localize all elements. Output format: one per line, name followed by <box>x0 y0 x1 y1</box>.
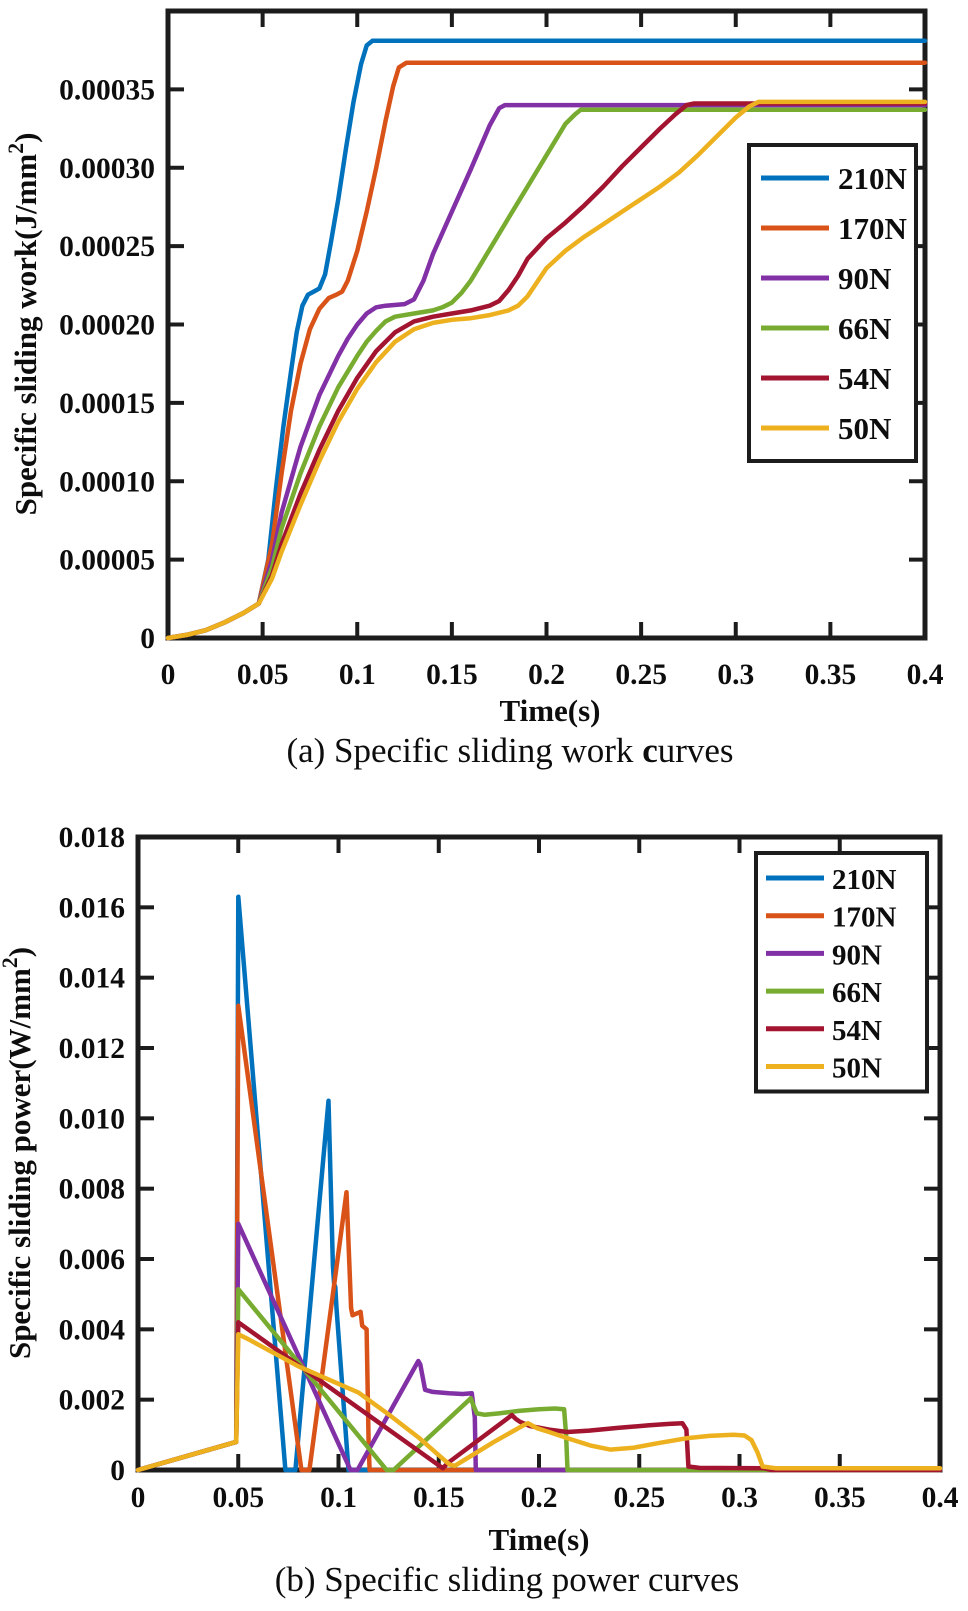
x-tick-label: 0.35 <box>814 1482 866 1514</box>
y-tick-label: 0.006 <box>59 1244 125 1276</box>
y-tick-label: 0.016 <box>59 892 125 924</box>
x-tick-label: 0.3 <box>721 1482 758 1514</box>
legend: 210N 170N 90N 66N 54N 50N <box>754 851 929 1094</box>
x-tick-label: 0.3 <box>717 659 754 691</box>
curve-210N <box>135 894 943 1473</box>
x-tick-label: 0.05 <box>212 1482 264 1514</box>
legend-box <box>754 851 929 1094</box>
legend-label-66N: 66N <box>838 311 891 346</box>
legend-label-210N: 210N <box>838 161 907 196</box>
y-tick-label: 0.008 <box>59 1174 125 1206</box>
x-tick-label: 0.1 <box>320 1482 357 1514</box>
y-tick-label: 0.00020 <box>59 310 155 342</box>
y-axis-title: Specific sliding work(J/mm2) <box>4 133 43 516</box>
legend-label-54N: 54N <box>832 1015 882 1047</box>
x-tick-label: 0.25 <box>613 1482 665 1514</box>
y-tick-label: 0.002 <box>59 1385 125 1417</box>
legend-label-90N: 90N <box>838 261 891 296</box>
y-axis-title: Specific sliding power(W/mm2) <box>0 947 37 1359</box>
x-tick-label: 0 <box>131 1482 146 1514</box>
legend-label-50N: 50N <box>832 1053 882 1085</box>
legend-label-50N: 50N <box>838 411 891 446</box>
y-tick-label: 0.00015 <box>59 388 155 420</box>
x-tick-label: 0.4 <box>922 1482 959 1514</box>
curve-170N <box>135 1003 943 1473</box>
legend-label-210N: 210N <box>832 864 897 896</box>
y-tick-label: 0.00025 <box>59 231 155 263</box>
y-tick-label: 0.012 <box>59 1033 125 1065</box>
y-tick-label: 0.014 <box>59 963 126 995</box>
legend-label-66N: 66N <box>832 977 882 1009</box>
x-tick-label: 0.4 <box>907 659 944 691</box>
curve-50N <box>165 99 928 641</box>
x-tick-label: 0.15 <box>413 1482 465 1514</box>
curve-50N <box>135 1332 943 1473</box>
x-tick-label: 0 <box>161 659 176 691</box>
y-tick-label: 0 <box>140 623 155 655</box>
panel-specific-sliding-work: 0 0.05 0.1 0.15 0.2 0.25 0.3 0.35 0.4 0 0.00005 0.0… <box>4 8 944 770</box>
plot-frame <box>165 8 928 641</box>
x-axis-title: Time(s) <box>499 693 600 728</box>
legend-label-90N: 90N <box>832 939 882 971</box>
y-tick-label: 0.00005 <box>59 545 155 577</box>
panel-caption: (b) Specific sliding power curves <box>275 1560 740 1599</box>
y-tick-label: 0 <box>110 1455 125 1487</box>
y-tick-label: 0.00010 <box>59 466 155 498</box>
x-tick-label: 0.25 <box>615 659 667 691</box>
y-tick-label: 0.00035 <box>59 74 155 106</box>
y-tick-label: 0.018 <box>59 822 125 854</box>
panel-caption: (a) Specific sliding work curves <box>286 731 733 770</box>
legend-box <box>747 143 918 463</box>
curve-54N <box>135 1320 943 1473</box>
curve-66N <box>135 1286 943 1473</box>
x-tick-label: 0.15 <box>426 659 478 691</box>
legend-label-170N: 170N <box>838 211 907 246</box>
panel-specific-sliding-power: 0 0.05 0.1 0.15 0.2 0.25 0.3 0.35 0.4 0 0.002 0.004… <box>0 822 959 1599</box>
y-tick-label: 0.010 <box>59 1103 125 1135</box>
x-axis-title: Time(s) <box>488 1522 589 1557</box>
y-tick-label: 0.004 <box>59 1314 126 1346</box>
x-tick-label: 0.35 <box>805 659 857 691</box>
x-tick-label: 0.05 <box>237 659 289 691</box>
x-tick-label: 0.1 <box>339 659 376 691</box>
x-tick-label: 0.2 <box>521 1482 558 1514</box>
x-tick-label: 0.2 <box>528 659 565 691</box>
legend: 210N 170N 90N 66N 54N 50N <box>747 143 918 463</box>
y-tick-label: 0.00030 <box>59 153 155 185</box>
legend-label-54N: 54N <box>838 361 891 396</box>
legend-label-170N: 170N <box>832 902 897 934</box>
